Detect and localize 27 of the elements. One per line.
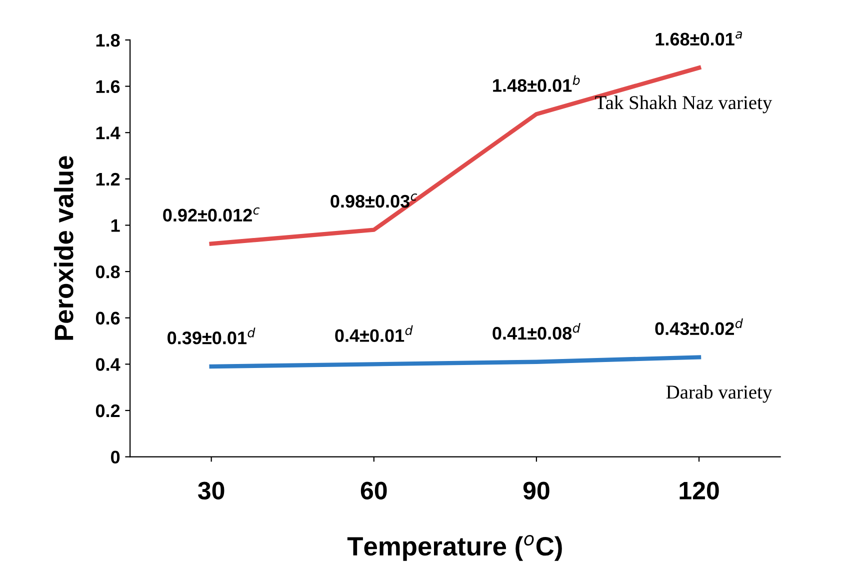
y-tick-label: 1 bbox=[111, 219, 120, 232]
y-tick-label: 0.4 bbox=[96, 358, 120, 371]
data-label: 0.43±0.02$^{d}$ bbox=[655, 318, 743, 336]
x-axis-title: Temperature ($^{o}$C) bbox=[347, 534, 562, 561]
line-series bbox=[209, 355, 702, 369]
x-tick-label: 60 bbox=[360, 482, 387, 500]
y-tick-label: 0.2 bbox=[96, 404, 120, 418]
x-tick-label: 90 bbox=[523, 482, 550, 500]
data-label: 0.4±0.01$^{d}$ bbox=[335, 325, 413, 342]
data-label: 0.41±0.08$^{d}$ bbox=[492, 322, 580, 340]
y-tick-label: 1.6 bbox=[96, 80, 120, 94]
data-label: 0.92±0.012$^{c}$ bbox=[163, 207, 260, 222]
y-tick-label: 1.2 bbox=[96, 172, 120, 186]
y-tick-label: 1.8 bbox=[96, 34, 120, 47]
data-label: 1.68±0.01$^{a}$ bbox=[656, 31, 742, 46]
y-tick-label: 1.4 bbox=[96, 126, 120, 140]
data-label: 0.98±0.03$^{c}$ bbox=[330, 194, 418, 208]
y-tick-label: 0.6 bbox=[96, 312, 120, 325]
x-tick-label: 30 bbox=[198, 482, 224, 500]
series-label: Darab variety bbox=[666, 385, 772, 403]
y-axis-title: Peroxide value bbox=[54, 156, 74, 340]
series-label: Tak Shakh Naz variety bbox=[595, 96, 772, 114]
y-tick-label: 0.8 bbox=[96, 265, 120, 278]
data-label: 1.48±0.01$^{b}$ bbox=[493, 75, 580, 92]
y-tick-label: 0 bbox=[111, 450, 120, 464]
x-tick-label: 120 bbox=[680, 482, 719, 500]
data-label: 0.39±0.01$^{d}$ bbox=[168, 328, 256, 344]
